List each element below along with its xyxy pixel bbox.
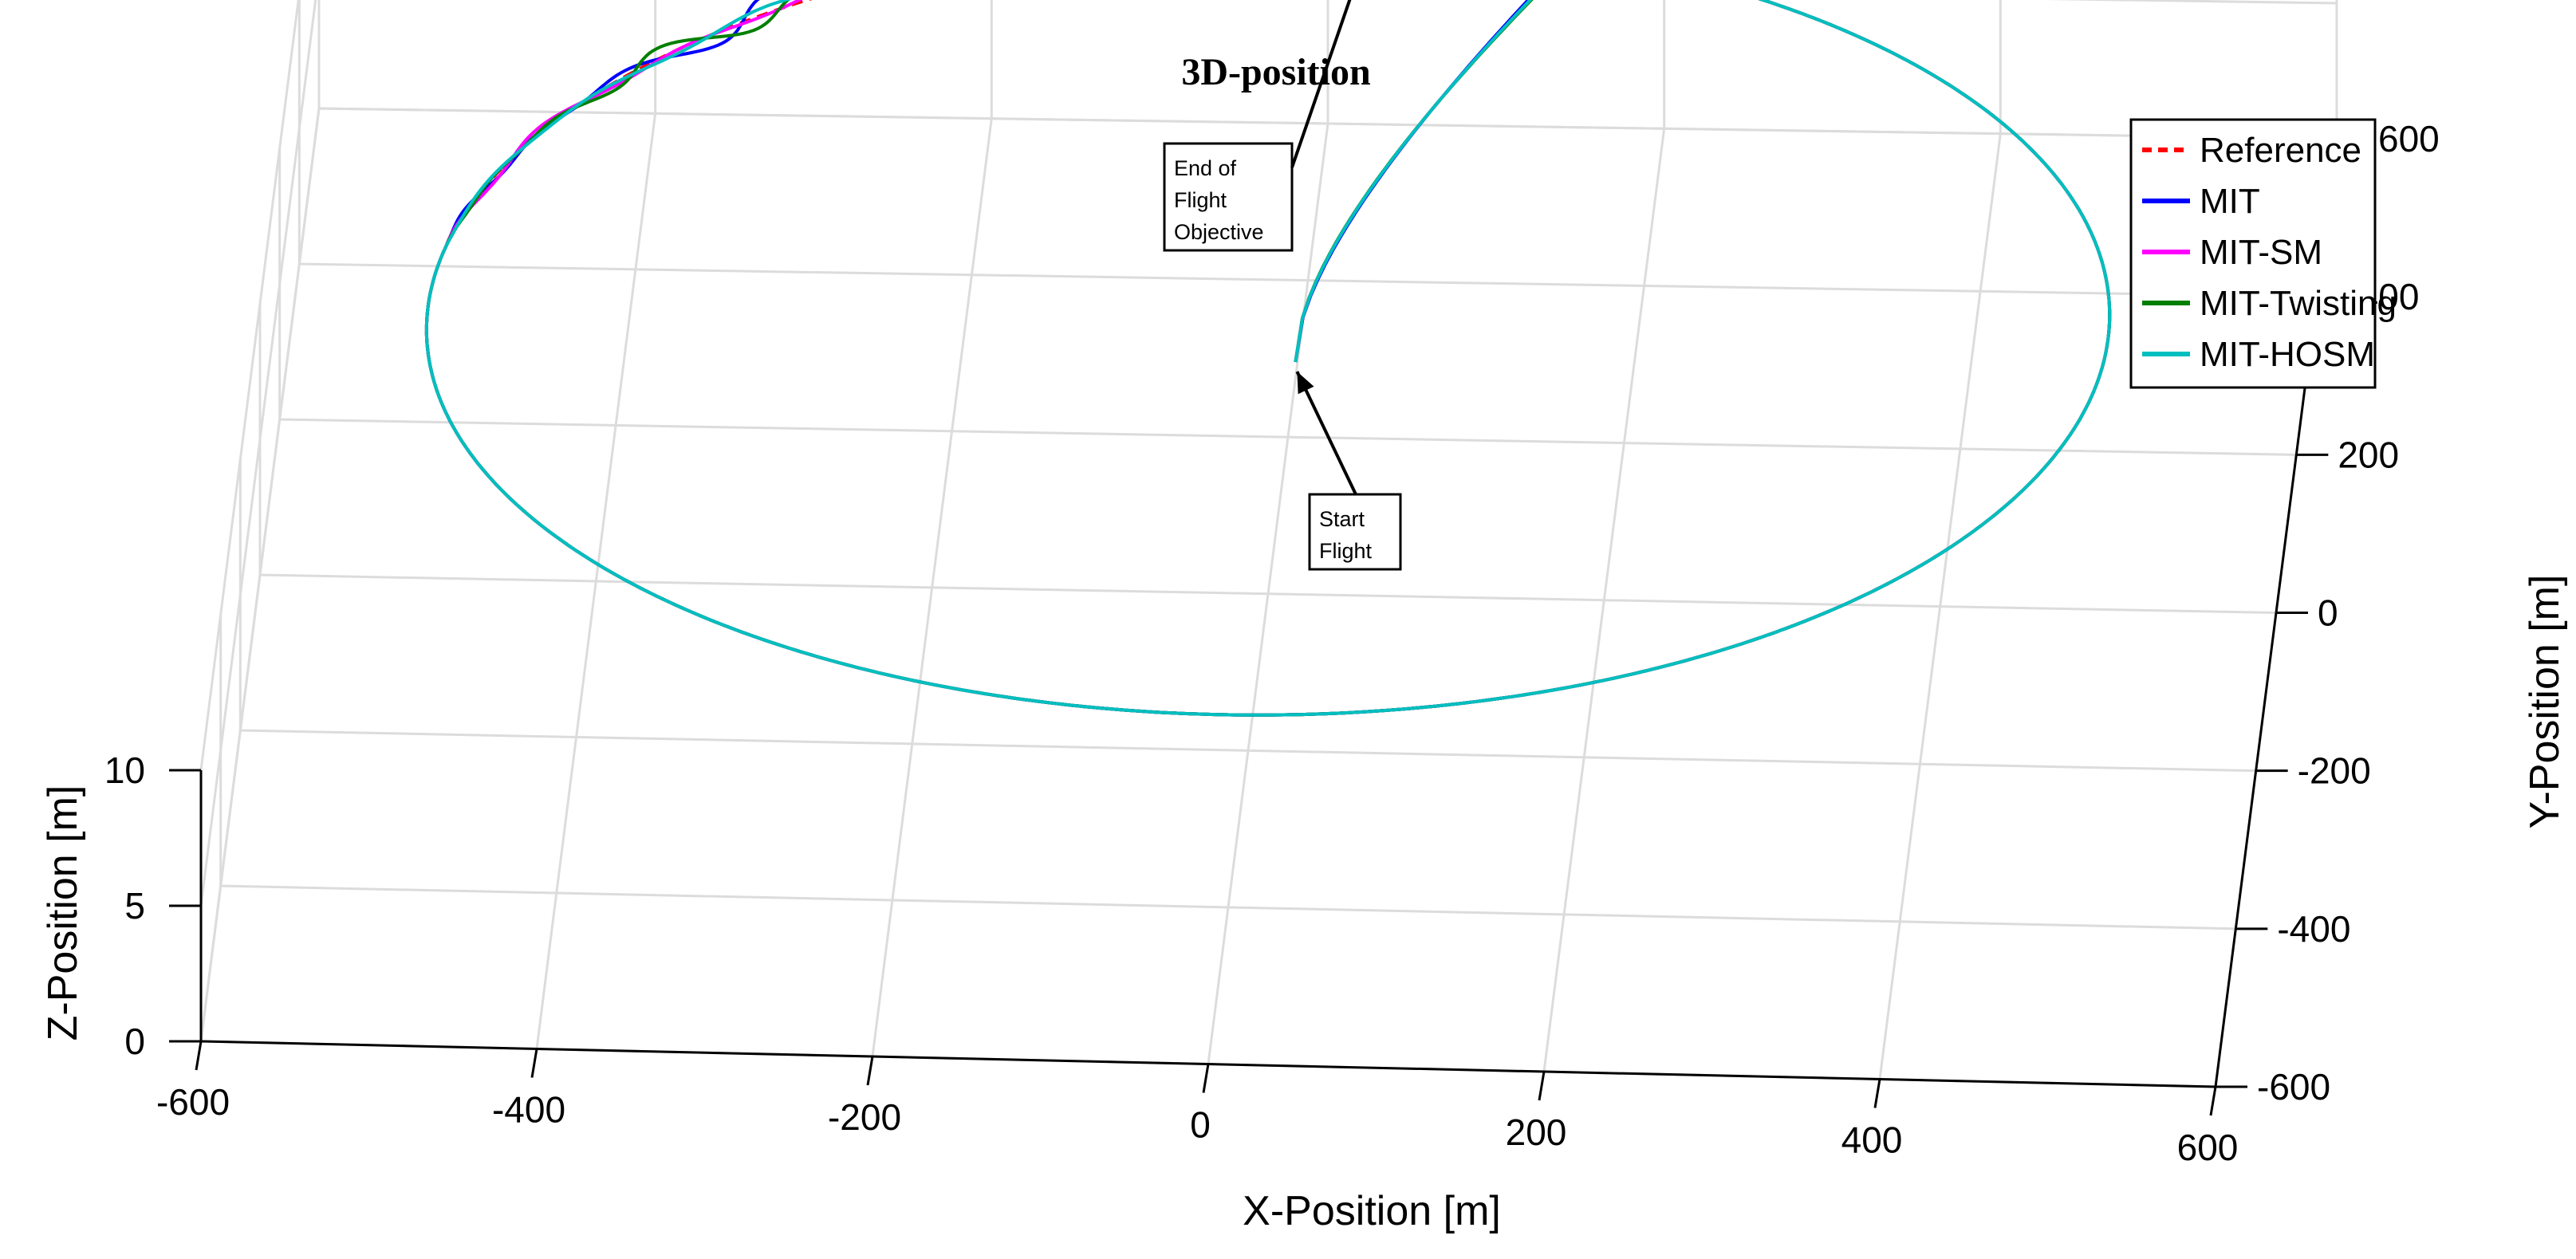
annotation-start-flight-text: Start [1319,507,1365,531]
x-tick-label: 400 [1841,1119,1903,1161]
x-tick-label: 600 [2177,1127,2239,1168]
y-tick-label: -200 [2298,750,2371,792]
y-tick-label: 600 [2378,118,2440,159]
series-line-mit-hosm [424,0,2112,717]
grid-line-z [199,0,2338,907]
annotation-start-flight-arrow [1295,371,1357,495]
y-tick-label: -600 [2257,1066,2330,1108]
annotation-end-of-flight-arrow [1290,0,1352,168]
annotation-start-flight: Start Flight [1295,371,1402,571]
grid-line-y [297,0,2317,298]
grid-line-x [1878,0,2002,1080]
x-axis-label: X-Position [m] [1243,1188,1501,1234]
legend: Reference MIT MIT-SM MIT-Twisting MIT-HOSM [2129,118,2397,389]
annotation-end-of-flight-box [1163,142,1294,252]
annotation-end-of-flight-text: End of [1174,156,1237,180]
z-tick-label: 0 [124,1021,145,1062]
annotation-end-of-flight-text: Objective [1174,220,1264,244]
annotation-start-flight-text: Flight [1319,539,1373,563]
x-tick-mark [866,1056,874,1086]
x-tick-label: -400 [492,1089,565,1131]
annotation-layer: End of Flight Objective Start Flight [1163,0,1402,571]
x-tick-mark [2209,1086,2217,1116]
grid-line-z [199,107,2338,1042]
x-tick-mark [1538,1071,1546,1101]
grid-line-x [1542,0,1666,1072]
grid-line-z [199,0,300,771]
grid-line-x [535,0,657,1049]
z-axis-label: Z-Position [m] [40,785,86,1041]
legend-label-reference: Reference [2200,131,2361,170]
x-tick-label: -600 [156,1081,230,1123]
grid-line-x [871,0,993,1057]
x-tick-label: 200 [1506,1111,1567,1153]
annotation-start-flight-box [1308,493,1402,571]
x-tick-mark [1202,1064,1210,1093]
x-tick-label: -200 [828,1096,901,1138]
x-tick-mark [530,1049,538,1078]
annotation-end-of-flight: End of Flight Objective [1163,0,1352,252]
y-tick-label: 0 [2318,592,2338,634]
y-axis-label: Y-Position [m] [2522,575,2568,829]
x-tick-mark [195,1041,203,1071]
legend-label-mit: MIT [2200,182,2260,221]
z-tick-label: 10 [104,749,145,791]
x-tick-mark [1873,1079,1881,1108]
legend-label-mit-hosm: MIT-HOSM [2200,335,2375,374]
series-layer [424,0,2112,717]
annotation-end-of-flight-text: Flight [1174,188,1227,212]
annotation-start-flight-arrowhead [1297,372,1314,395]
legend-label-mit-sm: MIT-SM [2200,233,2322,272]
chart-title: 3D-position [1181,51,1370,93]
legend-label-mit-twisting: MIT-Twisting [2200,284,2397,323]
y-tick-label: -400 [2277,908,2350,950]
x-tick-label: 0 [1190,1104,1211,1146]
z-tick-label: 5 [124,885,145,927]
y-tick-label: 200 [2338,434,2399,475]
axis-layer: -600 -400 -200 0 200 400 600-600-400-200020040… [104,118,2440,1168]
